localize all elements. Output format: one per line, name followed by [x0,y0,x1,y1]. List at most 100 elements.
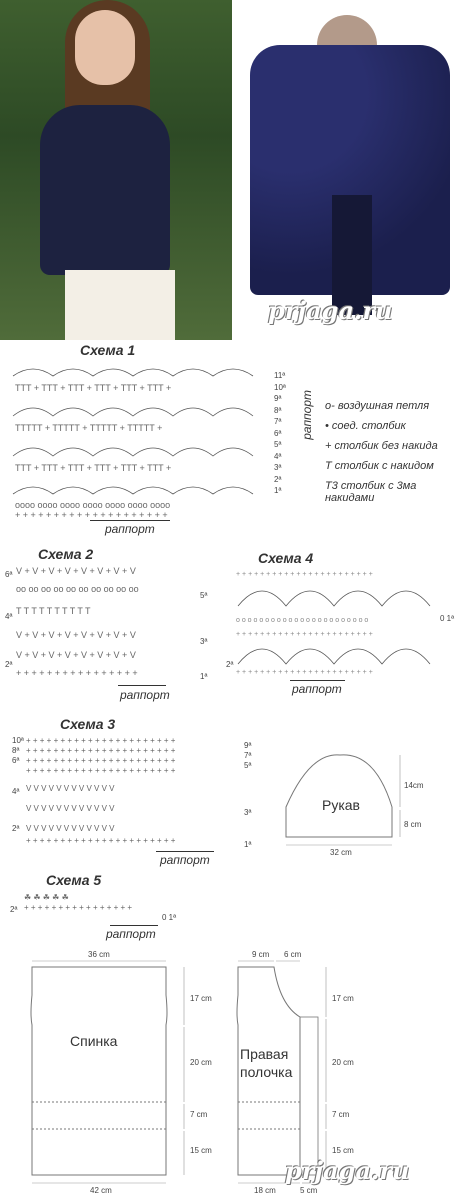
scheme4-chart: + + + + + + + + + + + + + + + + + + + + … [236,571,431,676]
scheme5-chart: ☘ ☘ ☘ ☘ ☘ + + + + + + + + + + + + + + + … [24,893,132,912]
svg-text:+ + + + + + + + + + + + + + +: + + + + + + + + + + + + + + + + + + + + … [26,766,176,775]
scheme1-row-numbers: 11ª 10ª 9ª 8ª 7ª 6ª 5ª 4ª 3ª 2ª 1ª [274,371,286,495]
svg-text:+ + + + + + + + + + + + + + +: + + + + + + + + + + + + + + + + [16,668,138,678]
front-bottom-1: 18 cm [254,1186,276,1195]
svg-text:V + V + V + V + V + V + V + V: V + V + V + V + V + V + V + V [16,650,136,660]
sleeve-label: Рукав [322,797,360,813]
scheme4-row-2: 2ª [226,660,234,669]
svg-text:+ + + + + + + + + + + + + + +: + + + + + + + + + + + + + + + + + + + + … [26,746,176,755]
front-label: Правая полочка [240,1046,293,1080]
scheme1-chart: TTT + TTT + TTT + TTT + TTT + TTT + TTTT… [12,368,254,520]
scheme3-row-4: 4ª [12,787,20,796]
back-label: Спинка [70,1033,118,1049]
scheme4-raport-line [290,680,345,681]
front-height-3: 7 cm [332,1110,350,1119]
svg-text:+ + + + + + + + + + + + + + +: + + + + + + + + + + + + + + + + + + + + … [26,756,176,765]
back-height-2: 20 cm [190,1058,212,1067]
back-pattern [30,960,185,1184]
front-top-1: 9 cm [252,950,270,959]
scheme3-rows-left: 10ª 8ª 6ª [12,736,24,765]
scheme5-row-2: 2ª [10,905,18,914]
scheme2-row-1: 1ª [200,672,208,681]
scheme4-title: Схема 4 [258,550,314,566]
svg-text:V + V + V + V + V + V + V + V: V + V + V + V + V + V + V + V [16,566,136,576]
front-height-1: 17 cm [332,994,354,1003]
front-top-2: 6 cm [284,950,302,959]
scheme2-row-2: 2ª [5,660,13,669]
scheme1-raport: раппорт [105,522,155,536]
scheme2-row-4: 4ª [5,612,13,621]
scheme1-title: Схема 1 [80,342,136,358]
watermark-top: prjaga.ru [268,296,393,325]
scheme2-raport: раппорт [120,688,170,702]
legend: o- воздушная петля • соед. столбик + сто… [325,400,461,504]
watermark-bottom: prjaga.ru [285,1156,410,1185]
scheme3-row-2: 2ª [12,824,20,833]
svg-text:TTTTT + TTTTT + TTTTT + TTTTT: TTTTT + TTTTT + TTTTT + TTTTT + [15,423,162,433]
scheme3-raport: раппорт [160,853,210,867]
front-height-2: 20 cm [332,1058,354,1067]
photo-mannequin-top [232,0,461,340]
svg-text:T T T T T T T T T T: T T T T T T T T T T [16,606,91,616]
back-height-3: 7 cm [190,1110,208,1119]
back-height-1: 17 cm [190,994,212,1003]
scheme3-chart: + + + + + + + + + + + + + + + + + + + + … [26,736,176,845]
photo-woman-in-crochet-top [0,0,232,340]
scheme2-raport-line [118,685,166,686]
scheme4-raport: раппорт [292,682,342,696]
svg-text:TTT + TTT + TTT + TTT + TTT +: TTT + TTT + TTT + TTT + TTT + TTT + [15,383,171,393]
svg-text:V V V V V V V V V V: V V V V V V V V V V V V [26,804,115,813]
svg-text:V V V V V V V V V V: V V V V V V V V V V V V [26,784,115,793]
skirt-shape [65,270,175,340]
sleeve-height-2: 8 cm [404,820,422,829]
back-height-4: 15 cm [190,1146,212,1155]
scheme2-chart: V + V + V + V + V + V + V + V oo oo oo o… [16,566,139,678]
legend-triple-treble: T3 столбик с 3ма накидами [325,480,417,504]
scheme5-row-1: 0 1ª [162,913,177,922]
svg-text:+ + + + + + + + + + + + + + +: + + + + + + + + + + + + + + + + + + + + … [236,631,373,638]
front-pattern [236,960,327,1184]
svg-text:+ + + + + + + + + + + + + + +: + + + + + + + + + + + + + + + + + + + + … [236,669,373,676]
scheme3-row-1: 1ª [244,840,252,849]
svg-text:+ + + + + + + + + + + + + + +: + + + + + + + + + + + + + + + + + + + + … [26,836,176,845]
svg-text:V + V + V + V + V + V + V + V: V + V + V + V + V + V + V + V [16,630,136,640]
svg-text:☘ ☘ ☘ ☘ ☘: ☘ ☘ ☘ ☘ ☘ [24,893,69,902]
svg-text:V V V V V V V V V V: V V V V V V V V V V V V [26,824,115,833]
svg-text:+ + + + + + + + + + + + + + +: + + + + + + + + + + + + + + + + + + + + … [26,736,176,745]
front-bottom-2: 5 cm [300,1186,318,1195]
crochet-top-shape [40,105,170,275]
svg-text:o o o o o o o o o o o o o o o: o o o o o o o o o o o o o o o o o o o o … [236,617,368,624]
svg-text:oooo oooo oooo oooo oooo oooo: oooo oooo oooo oooo oooo oooo oooo [15,500,170,510]
scheme5-title: Схема 5 [46,872,102,888]
back-top-width: 36 cm [88,950,110,959]
scheme4-row-1: 0 1ª [440,614,455,623]
front-height-4: 15 cm [332,1146,354,1155]
legend-single-crochet: + столбик без накида [325,440,438,452]
svg-text:+ + + + + + + + + + + + + + +: + + + + + + + + + + + + + + + + + + + + … [236,571,373,578]
scheme3-row-3: 3ª [244,808,252,817]
svg-text:oo oo oo oo oo oo oo oo oo oo: oo oo oo oo oo oo oo oo oo oo [16,584,139,594]
scheme5-raport-line [110,925,158,926]
scheme1-raport-vertical: раппорт [300,390,314,440]
legend-slip-stitch: • соед. столбик [325,420,406,432]
scheme5-raport: раппорт [106,927,156,941]
legend-chain: o- воздушная петля [325,400,430,412]
sleeve-width: 32 cm [330,848,352,857]
svg-text:+ + + + + + + + + + + + + + +: + + + + + + + + + + + + + + + + [24,903,132,912]
face-shape [75,10,135,85]
scheme3-raport-line [156,851,214,852]
svg-text:TTT + TTT + TTT + TTT + TTT +: TTT + TTT + TTT + TTT + TTT + TTT + [15,463,171,473]
sleeve-pattern [285,754,401,846]
legend-double-crochet: T столбик с накидом [325,460,434,472]
svg-text:+ + + + + + + + + + + + + + +: + + + + + + + + + + + + + + + + + + + + [15,510,168,520]
scheme2-title: Схема 2 [38,546,94,562]
ribbon-bow [332,195,372,315]
scheme1-raport-line [90,520,170,521]
scheme2-row-5: 5ª [200,591,208,600]
scheme2-row-6: 6ª [5,570,13,579]
back-bottom-width: 42 cm [90,1186,112,1195]
sleeve-height-1: 14cm [404,781,424,790]
scheme3-title: Схема 3 [60,716,116,732]
scheme3-rows-right: 9ª 7ª 5ª [244,741,252,770]
scheme2-row-3: 3ª [200,637,208,646]
